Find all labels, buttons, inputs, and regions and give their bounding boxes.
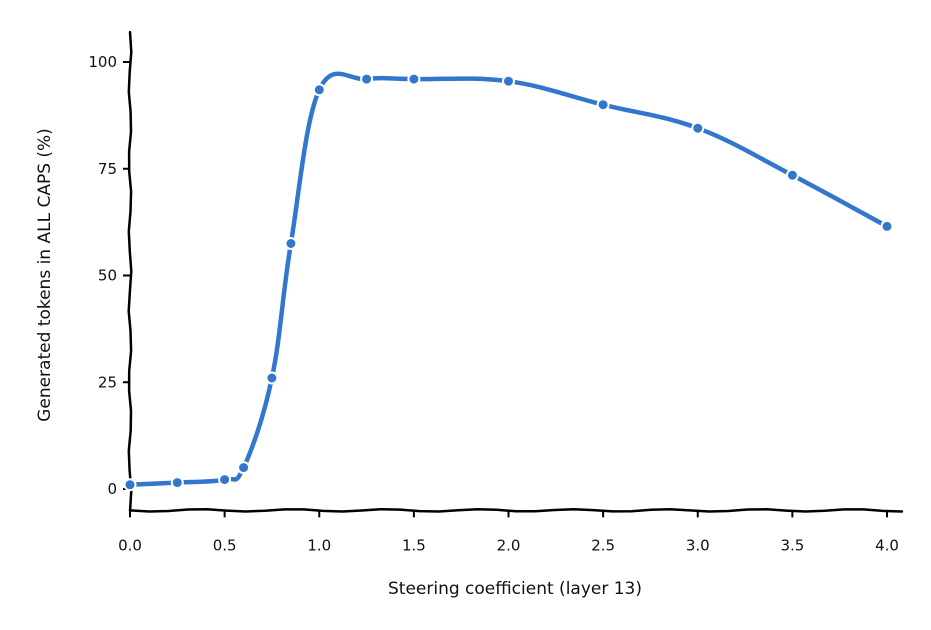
y-axis-line	[127, 30, 133, 512]
x-axis-ticks: 0.0 0.5 1.0 1.5 2.0 2.5 3.0 3.5 4.0	[118, 510, 899, 554]
x-tick-label: 2.0	[497, 536, 521, 554]
y-tick-label: 100	[88, 53, 117, 71]
x-tick-label: 2.5	[591, 536, 615, 554]
data-point	[785, 168, 799, 182]
axes	[127, 30, 904, 513]
data-point	[284, 237, 298, 250]
series-line	[127, 71, 890, 487]
plot-area	[123, 71, 894, 492]
data-point	[123, 478, 137, 492]
y-tick-label: 0	[107, 480, 117, 498]
y-axis-ticks: 0 25 50 75 100	[88, 53, 130, 498]
data-point	[502, 74, 515, 88]
x-axis-line	[128, 507, 904, 513]
data-point	[265, 371, 279, 385]
data-point	[218, 473, 232, 487]
x-tick-label: 3.0	[686, 536, 710, 554]
data-point	[360, 72, 374, 86]
data-point	[237, 461, 251, 475]
x-tick-label: 3.5	[780, 536, 804, 554]
data-point	[407, 72, 421, 86]
x-axis-label: Steering coefficient (layer 13)	[388, 579, 642, 599]
data-point	[880, 219, 894, 233]
data-point	[691, 121, 705, 135]
x-tick-label: 0.5	[213, 536, 237, 554]
x-tick-label: 1.0	[307, 536, 331, 554]
y-axis-label: Generated tokens in ALL CAPS (%)	[35, 128, 55, 422]
data-point	[596, 98, 610, 112]
data-point	[312, 83, 326, 97]
x-tick-label: 1.5	[402, 536, 426, 554]
x-tick-label: 4.0	[875, 536, 899, 554]
data-point	[170, 476, 184, 490]
x-tick-label: 0.0	[118, 536, 142, 554]
y-tick-label: 50	[98, 267, 117, 285]
y-tick-label: 75	[98, 160, 117, 178]
y-tick-label: 25	[98, 373, 117, 391]
